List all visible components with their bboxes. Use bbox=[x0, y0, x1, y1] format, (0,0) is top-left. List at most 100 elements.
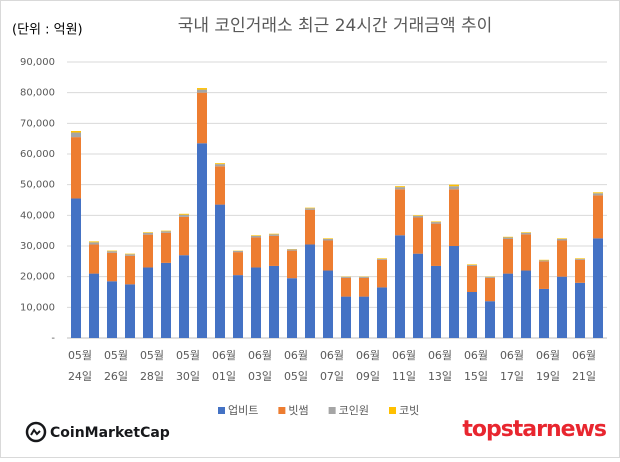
bar-segment bbox=[215, 205, 225, 338]
bar-segment bbox=[395, 187, 405, 189]
y-tick-label: 20,000 bbox=[20, 272, 55, 283]
bar-segment bbox=[413, 217, 423, 253]
bar-segment bbox=[125, 256, 135, 285]
bar-segment bbox=[377, 260, 387, 288]
bar-segment bbox=[161, 263, 171, 338]
bar-segment bbox=[71, 198, 81, 338]
source-logo: CoinMarketCap bbox=[50, 425, 170, 441]
x-tick-label: 17일 bbox=[500, 369, 524, 383]
bar-segment bbox=[143, 267, 153, 338]
x-tick-label: 05월 bbox=[176, 349, 200, 362]
bar-segment bbox=[143, 232, 153, 233]
bar-segment bbox=[521, 271, 531, 338]
x-tick-label: 28일 bbox=[140, 369, 164, 383]
bar-segment bbox=[287, 249, 297, 250]
x-tick-label: 06월 bbox=[392, 349, 416, 362]
bar-segment bbox=[305, 210, 315, 245]
bar-segment bbox=[179, 255, 189, 338]
bar-segment bbox=[215, 163, 225, 164]
x-tick-label: 06월 bbox=[500, 349, 524, 362]
bar-segment bbox=[143, 233, 153, 235]
y-tick-label: 70,000 bbox=[20, 118, 55, 129]
bar-segment bbox=[521, 232, 531, 233]
bar-segment bbox=[575, 259, 585, 260]
legend-swatch bbox=[218, 407, 225, 414]
bar-segment bbox=[107, 253, 117, 282]
bar-segment bbox=[575, 260, 585, 283]
bar-segment bbox=[341, 297, 351, 338]
bar-segment bbox=[197, 88, 207, 90]
bar-segment bbox=[251, 237, 261, 267]
bar-segment bbox=[71, 137, 81, 198]
bar-segment bbox=[521, 234, 531, 270]
x-tick-label: 26일 bbox=[104, 369, 128, 383]
bar-segment bbox=[251, 267, 261, 338]
bar-segment bbox=[593, 192, 603, 193]
x-tick-label: 06월 bbox=[428, 349, 452, 362]
bar-segment bbox=[89, 244, 99, 273]
bar-segment bbox=[449, 186, 459, 189]
bar-segment bbox=[503, 239, 513, 274]
bar-segment bbox=[89, 274, 99, 338]
bar-segment bbox=[323, 239, 333, 241]
bar-segment bbox=[161, 233, 171, 263]
bar-segment bbox=[449, 246, 459, 338]
x-tick-label: 05월 bbox=[104, 349, 128, 362]
bar-segment bbox=[395, 186, 405, 187]
bar-segment bbox=[413, 215, 423, 216]
bar-segment bbox=[233, 252, 243, 275]
y-tick-label: 40,000 bbox=[20, 210, 55, 221]
bar-segment bbox=[449, 185, 459, 187]
bar-segment bbox=[341, 278, 351, 297]
bar-segment bbox=[449, 189, 459, 246]
x-tick-label: 11일 bbox=[392, 369, 416, 383]
bar-segment bbox=[197, 143, 207, 338]
bar-segment bbox=[557, 240, 567, 276]
y-tick-label: - bbox=[51, 333, 55, 344]
bar-segment bbox=[467, 265, 477, 266]
bar-segment bbox=[395, 189, 405, 235]
legend-label: 코인원 bbox=[339, 404, 369, 417]
bar-segment bbox=[89, 242, 99, 244]
bar-segment bbox=[377, 287, 387, 338]
bar-segment bbox=[305, 208, 315, 210]
x-tick-label: 01일 bbox=[212, 369, 236, 383]
bar-segment bbox=[485, 301, 495, 338]
x-tick-label: 06월 bbox=[536, 349, 560, 362]
legend-label: 빗썸 bbox=[288, 404, 308, 417]
bar-segment bbox=[359, 297, 369, 338]
bar-segment bbox=[269, 234, 279, 236]
bar-segment bbox=[431, 222, 441, 224]
x-tick-label: 21일 bbox=[572, 369, 596, 383]
bar-segment bbox=[179, 217, 189, 255]
bar-segment bbox=[593, 238, 603, 338]
bar-segment bbox=[323, 271, 333, 338]
bar-segment bbox=[503, 237, 513, 239]
legend-label: 코빗 bbox=[399, 404, 419, 417]
bar-segment bbox=[467, 292, 477, 338]
x-tick-label: 05월 bbox=[68, 349, 92, 362]
bar-segment bbox=[557, 239, 567, 241]
bar-segment bbox=[215, 166, 225, 204]
bar-segment bbox=[593, 193, 603, 195]
y-tick-label: 30,000 bbox=[20, 241, 55, 252]
bar-segment bbox=[107, 251, 117, 253]
bar-segment bbox=[341, 277, 351, 278]
x-tick-label: 03일 bbox=[248, 369, 272, 383]
bar-segment bbox=[539, 260, 549, 261]
legend-label: 업비트 bbox=[228, 404, 258, 417]
unit-note: (단위 : 억원) bbox=[12, 23, 83, 38]
bar-segment bbox=[485, 278, 495, 301]
bar-segment bbox=[269, 266, 279, 338]
bar-segment bbox=[269, 234, 279, 235]
bar-segment bbox=[287, 278, 297, 338]
x-tick-label: 24일 bbox=[68, 369, 92, 383]
x-tick-label: 15일 bbox=[464, 369, 488, 383]
x-tick-label: 06월 bbox=[572, 349, 596, 362]
bar-segment bbox=[305, 244, 315, 338]
bar-segment bbox=[233, 251, 243, 252]
bar-segment bbox=[539, 289, 549, 338]
x-tick-label: 06월 bbox=[248, 349, 272, 362]
bar-segment bbox=[413, 216, 423, 218]
bar-segment bbox=[287, 251, 297, 279]
